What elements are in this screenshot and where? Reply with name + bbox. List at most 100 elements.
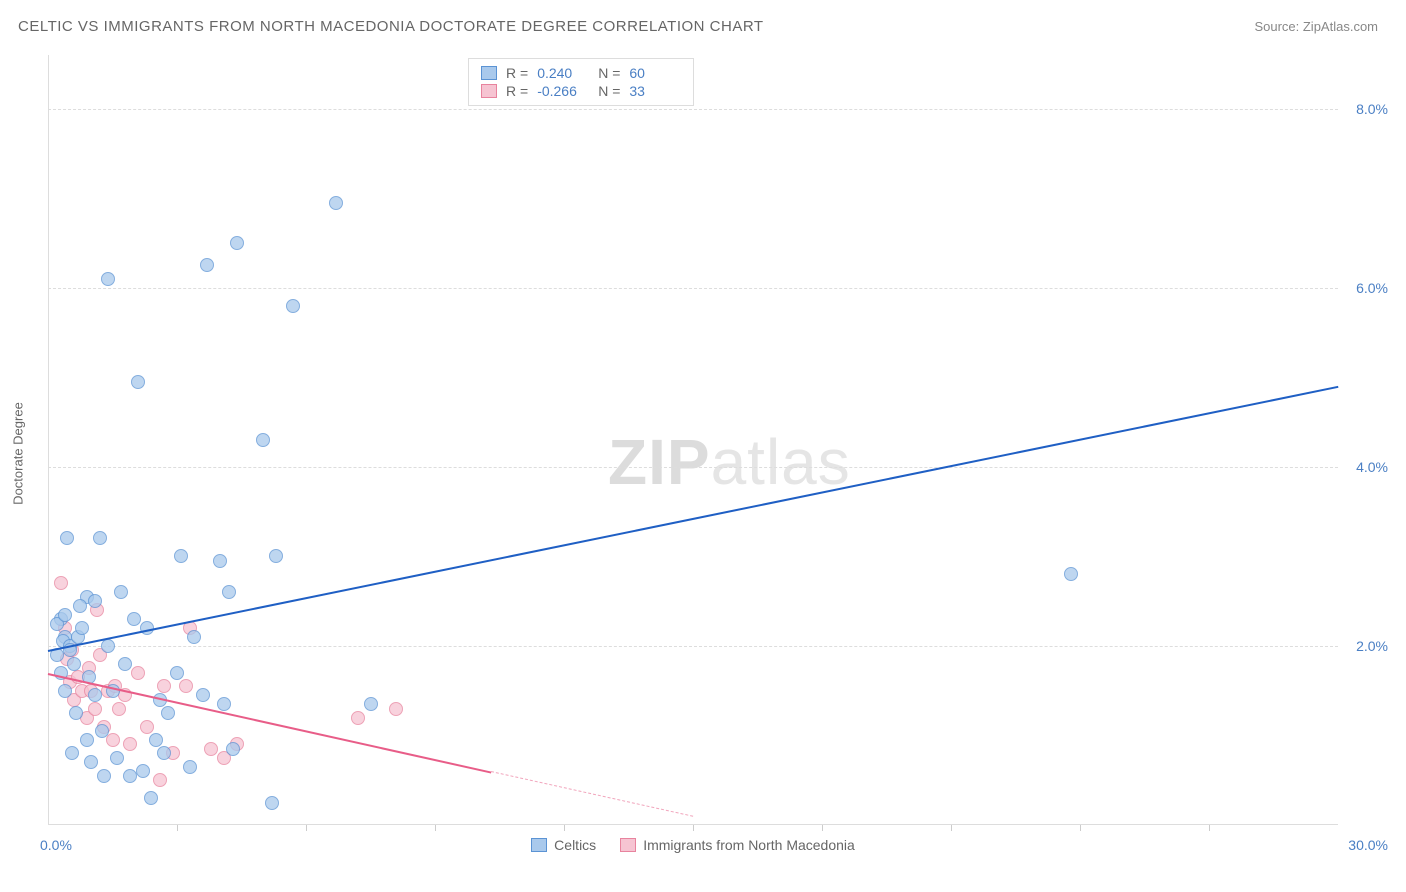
scatter-point xyxy=(140,720,154,734)
scatter-point xyxy=(67,657,81,671)
legend-item-pink: Immigrants from North Macedonia xyxy=(620,837,855,853)
stats-n-blue: 60 xyxy=(629,65,681,81)
scatter-point xyxy=(75,621,89,635)
legend-label-blue: Celtics xyxy=(554,837,596,853)
scatter-point xyxy=(110,751,124,765)
y-tick-label: 2.0% xyxy=(1344,638,1388,654)
scatter-point xyxy=(286,299,300,313)
scatter-point xyxy=(329,196,343,210)
trend-line xyxy=(48,386,1338,652)
stats-n-label-2: N = xyxy=(598,83,620,99)
scatter-point xyxy=(136,764,150,778)
scatter-point xyxy=(88,594,102,608)
y-tick-label: 4.0% xyxy=(1344,459,1388,475)
stats-row-blue: R = 0.240 N = 60 xyxy=(481,64,681,82)
scatter-point xyxy=(73,599,87,613)
x-tick xyxy=(1080,825,1081,831)
scatter-point xyxy=(95,724,109,738)
bottom-legend: Celtics Immigrants from North Macedonia xyxy=(48,837,1338,853)
scatter-point xyxy=(226,742,240,756)
stats-n-pink: 33 xyxy=(629,83,681,99)
scatter-point xyxy=(97,769,111,783)
scatter-point xyxy=(204,742,218,756)
stats-row-pink: R = -0.266 N = 33 xyxy=(481,82,681,100)
scatter-point xyxy=(170,666,184,680)
scatter-point xyxy=(196,688,210,702)
scatter-point xyxy=(80,733,94,747)
scatter-point xyxy=(256,433,270,447)
scatter-point xyxy=(112,702,126,716)
scatter-point xyxy=(123,769,137,783)
scatter-point xyxy=(88,702,102,716)
scatter-point xyxy=(131,375,145,389)
gridline xyxy=(48,646,1338,647)
scatter-point xyxy=(88,688,102,702)
x-tick xyxy=(306,825,307,831)
scatter-point xyxy=(161,706,175,720)
scatter-point xyxy=(157,746,171,760)
swatch-blue-icon xyxy=(481,66,497,80)
x-tick xyxy=(822,825,823,831)
y-tick-label: 6.0% xyxy=(1344,280,1388,296)
stats-n-label: N = xyxy=(598,65,620,81)
x-tick xyxy=(1209,825,1210,831)
y-tick-label: 8.0% xyxy=(1344,101,1388,117)
x-tick xyxy=(564,825,565,831)
scatter-point xyxy=(123,737,137,751)
scatter-point xyxy=(183,760,197,774)
swatch-pink-icon xyxy=(481,84,497,98)
scatter-point xyxy=(217,697,231,711)
scatter-point xyxy=(174,549,188,563)
scatter-point xyxy=(157,679,171,693)
scatter-point xyxy=(213,554,227,568)
x-tick xyxy=(177,825,178,831)
chart-header: CELTIC VS IMMIGRANTS FROM NORTH MACEDONI… xyxy=(18,18,1378,35)
scatter-point xyxy=(389,702,403,716)
scatter-point xyxy=(351,711,365,725)
stats-r-label-2: R = xyxy=(506,83,528,99)
source-label: Source: ZipAtlas.com xyxy=(1254,19,1378,34)
gridline xyxy=(48,288,1338,289)
scatter-point xyxy=(69,706,83,720)
stats-r-pink: -0.266 xyxy=(537,83,589,99)
x-max-label: 30.0% xyxy=(1348,837,1388,853)
gridline xyxy=(48,109,1338,110)
x-tick xyxy=(435,825,436,831)
scatter-point xyxy=(58,684,72,698)
scatter-point xyxy=(114,585,128,599)
stats-r-blue: 0.240 xyxy=(537,65,589,81)
scatter-point xyxy=(54,576,68,590)
scatter-point xyxy=(179,679,193,693)
scatter-point xyxy=(222,585,236,599)
scatter-point xyxy=(58,608,72,622)
y-axis-label: Doctorate Degree xyxy=(11,402,26,505)
scatter-point xyxy=(106,733,120,747)
scatter-point xyxy=(149,733,163,747)
scatter-point xyxy=(101,272,115,286)
stats-r-label: R = xyxy=(506,65,528,81)
chart-area: ZIPatlas 2.0%4.0%6.0%8.0% R = 0.240 N = … xyxy=(48,55,1338,825)
x-tick xyxy=(951,825,952,831)
scatter-point xyxy=(101,639,115,653)
scatter-point xyxy=(144,791,158,805)
scatter-point xyxy=(60,531,74,545)
chart-title: CELTIC VS IMMIGRANTS FROM NORTH MACEDONI… xyxy=(18,18,764,35)
scatter-point xyxy=(364,697,378,711)
scatter-point xyxy=(269,549,283,563)
scatter-point xyxy=(127,612,141,626)
legend-label-pink: Immigrants from North Macedonia xyxy=(643,837,855,853)
gridline xyxy=(48,467,1338,468)
scatter-point xyxy=(65,746,79,760)
scatter-point xyxy=(131,666,145,680)
plot-region: 2.0%4.0%6.0%8.0% xyxy=(48,55,1338,825)
scatter-point xyxy=(84,755,98,769)
scatter-point xyxy=(153,773,167,787)
scatter-point xyxy=(187,630,201,644)
x-tick xyxy=(693,825,694,831)
stats-box: R = 0.240 N = 60 R = -0.266 N = 33 xyxy=(468,58,694,106)
scatter-point xyxy=(230,236,244,250)
scatter-point xyxy=(93,531,107,545)
scatter-point xyxy=(265,796,279,810)
legend-swatch-pink-icon xyxy=(620,838,636,852)
scatter-point xyxy=(1064,567,1078,581)
